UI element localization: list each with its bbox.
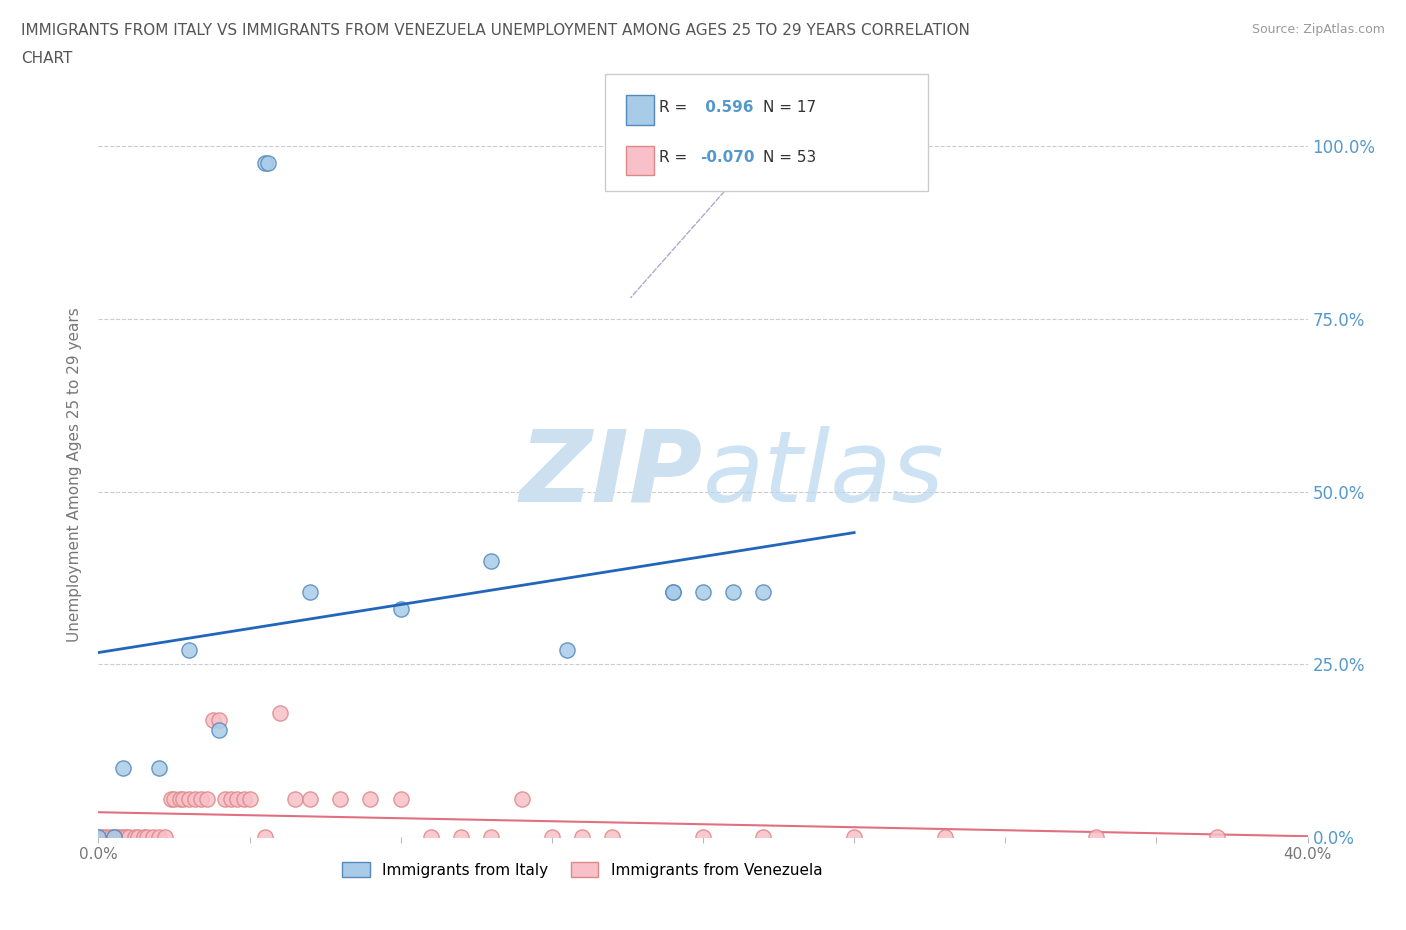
Text: Source: ZipAtlas.com: Source: ZipAtlas.com <box>1251 23 1385 36</box>
Point <box>90 830 112 844</box>
Point <box>127 830 149 844</box>
Point <box>153 830 176 844</box>
Point <box>202 712 225 727</box>
Point <box>160 791 183 806</box>
Point <box>420 830 443 844</box>
Legend: Immigrants from Italy, Immigrants from Venezuela: Immigrants from Italy, Immigrants from V… <box>336 856 828 884</box>
Point <box>269 705 291 720</box>
Text: -0.070: -0.070 <box>700 150 755 165</box>
Point <box>389 602 412 617</box>
Text: atlas: atlas <box>703 426 945 523</box>
Point <box>239 791 262 806</box>
Point <box>1206 830 1229 844</box>
Point <box>450 830 472 844</box>
Point <box>96 830 118 844</box>
Point <box>692 584 714 599</box>
Point <box>226 791 249 806</box>
Point <box>934 830 956 844</box>
Point <box>118 830 141 844</box>
Point <box>108 830 131 844</box>
Point <box>1085 830 1108 844</box>
Point <box>103 830 125 844</box>
Point <box>87 830 110 844</box>
Point <box>389 791 412 806</box>
Point <box>661 584 683 599</box>
Point <box>124 830 146 844</box>
Point <box>114 830 136 844</box>
Text: CHART: CHART <box>21 51 73 66</box>
Point <box>163 791 186 806</box>
Text: 0.596: 0.596 <box>700 100 754 115</box>
Point <box>214 791 236 806</box>
Point <box>602 830 624 844</box>
Point <box>208 712 231 727</box>
Text: IMMIGRANTS FROM ITALY VS IMMIGRANTS FROM VENEZUELA UNEMPLOYMENT AMONG AGES 25 TO: IMMIGRANTS FROM ITALY VS IMMIGRANTS FROM… <box>21 23 970 38</box>
Point <box>132 830 155 844</box>
Point <box>723 584 745 599</box>
Point <box>221 791 243 806</box>
Point <box>103 830 125 844</box>
Point <box>142 830 165 844</box>
Point <box>190 791 212 806</box>
Point <box>540 830 562 844</box>
Point <box>253 156 276 171</box>
Point <box>111 830 134 844</box>
Point <box>208 723 231 737</box>
Point <box>692 830 714 844</box>
Point <box>752 584 775 599</box>
Point <box>329 791 352 806</box>
Point <box>93 830 115 844</box>
Point <box>481 553 503 568</box>
Point <box>284 791 307 806</box>
Point <box>555 643 578 658</box>
Point <box>179 643 201 658</box>
Text: N = 53: N = 53 <box>763 150 817 165</box>
Text: N = 17: N = 17 <box>763 100 817 115</box>
Point <box>172 791 194 806</box>
Point <box>148 761 170 776</box>
Point <box>148 830 170 844</box>
Point <box>232 791 254 806</box>
Point <box>360 791 382 806</box>
Text: R =: R = <box>659 100 688 115</box>
Point <box>299 791 322 806</box>
Point <box>111 761 134 776</box>
Point <box>481 830 503 844</box>
Point <box>184 791 207 806</box>
Point <box>253 830 276 844</box>
Point <box>87 830 110 844</box>
Point <box>844 830 866 844</box>
Text: R =: R = <box>659 150 688 165</box>
Point <box>661 584 683 599</box>
Point <box>510 791 533 806</box>
Point <box>169 791 191 806</box>
Y-axis label: Unemployment Among Ages 25 to 29 years: Unemployment Among Ages 25 to 29 years <box>67 307 83 642</box>
Point <box>179 791 201 806</box>
Point <box>100 830 122 844</box>
Point <box>299 584 322 599</box>
Point <box>571 830 593 844</box>
Text: ZIP: ZIP <box>520 426 703 523</box>
Point <box>135 830 157 844</box>
Point <box>256 156 278 171</box>
Point <box>195 791 218 806</box>
Point <box>105 830 128 844</box>
Point <box>752 830 775 844</box>
